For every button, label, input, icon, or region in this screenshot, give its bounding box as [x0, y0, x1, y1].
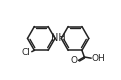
- Text: Cl: Cl: [22, 48, 31, 57]
- Text: NH: NH: [51, 33, 65, 43]
- Text: OH: OH: [91, 54, 105, 63]
- Text: O: O: [71, 56, 78, 65]
